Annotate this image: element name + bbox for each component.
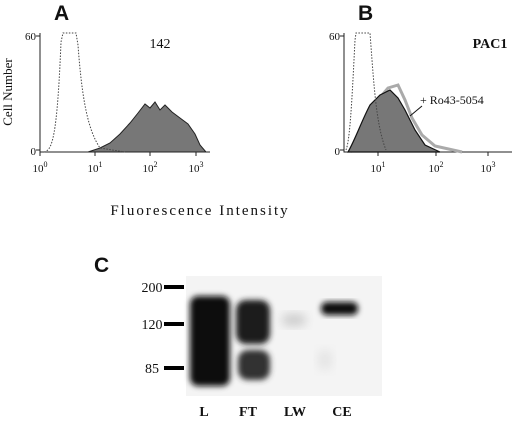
exponent: 1 bbox=[99, 160, 103, 169]
panel-label: C bbox=[94, 254, 109, 277]
exponent: 0 bbox=[44, 160, 48, 169]
exponent: 2 bbox=[154, 160, 158, 169]
exponent: 3 bbox=[492, 160, 496, 169]
marker-label: 200 bbox=[142, 281, 163, 296]
band-ft-upper bbox=[236, 300, 270, 344]
x-tick-label: 103 bbox=[189, 160, 204, 175]
base: 10 bbox=[33, 163, 45, 175]
exponent: 3 bbox=[200, 160, 204, 169]
x-tick-label: 102 bbox=[429, 160, 444, 175]
exponent: 1 bbox=[382, 160, 386, 169]
marker-label: 85 bbox=[145, 362, 159, 377]
band-ce bbox=[321, 302, 358, 315]
histogram bbox=[87, 101, 208, 153]
control-histogram bbox=[345, 32, 387, 151]
base: 10 bbox=[481, 163, 493, 175]
band-lw bbox=[282, 314, 306, 326]
panel-label: B bbox=[358, 2, 373, 25]
band-ft-lower bbox=[238, 350, 270, 380]
base: 10 bbox=[189, 163, 201, 175]
marker-label: 120 bbox=[142, 318, 163, 333]
x-tick-label: 101 bbox=[371, 160, 386, 175]
bands bbox=[190, 296, 358, 386]
panel-b: B 60 0 PAC1 + Ro43-5054 101 102 103 bbox=[329, 2, 512, 175]
x-tick-label: 103 bbox=[481, 160, 496, 175]
annotation: + Ro43-5054 bbox=[420, 93, 484, 107]
pointer bbox=[409, 105, 423, 117]
control-histogram bbox=[43, 32, 126, 153]
panel-c: C 200 120 85 L FT LW CE bbox=[94, 254, 382, 420]
lane-label: LW bbox=[284, 405, 306, 420]
smear-ce bbox=[318, 350, 332, 370]
tick-marks bbox=[340, 35, 489, 156]
panel-label: A bbox=[54, 2, 69, 25]
tick-marks bbox=[36, 35, 197, 156]
band-l bbox=[190, 296, 230, 386]
x-tick-label: 102 bbox=[143, 160, 158, 175]
lane-label: L bbox=[199, 405, 208, 420]
x-axis-title: Fluorescence Intensity bbox=[110, 203, 289, 219]
lane-label: FT bbox=[239, 405, 258, 420]
panel-a: A Cell Number 60 0 142 100 101 102 103 bbox=[0, 2, 210, 175]
base: 10 bbox=[371, 163, 383, 175]
histogram bbox=[346, 89, 441, 153]
annotation: PAC1 bbox=[473, 37, 508, 52]
base: 10 bbox=[429, 163, 441, 175]
base: 10 bbox=[143, 163, 155, 175]
x-tick-label: 101 bbox=[88, 160, 103, 175]
y-tick-label: 60 bbox=[329, 31, 341, 43]
y-tick-label: 0 bbox=[335, 146, 341, 158]
marker-dashes bbox=[164, 285, 184, 370]
y-axis-title: Cell Number bbox=[0, 58, 15, 126]
exponent: 2 bbox=[440, 160, 444, 169]
x-tick-label: 100 bbox=[33, 160, 48, 175]
annotation: 142 bbox=[150, 37, 171, 52]
y-tick-label: 0 bbox=[31, 146, 37, 158]
base: 10 bbox=[88, 163, 100, 175]
lane-label: CE bbox=[332, 405, 351, 420]
y-tick-label: 60 bbox=[25, 31, 37, 43]
